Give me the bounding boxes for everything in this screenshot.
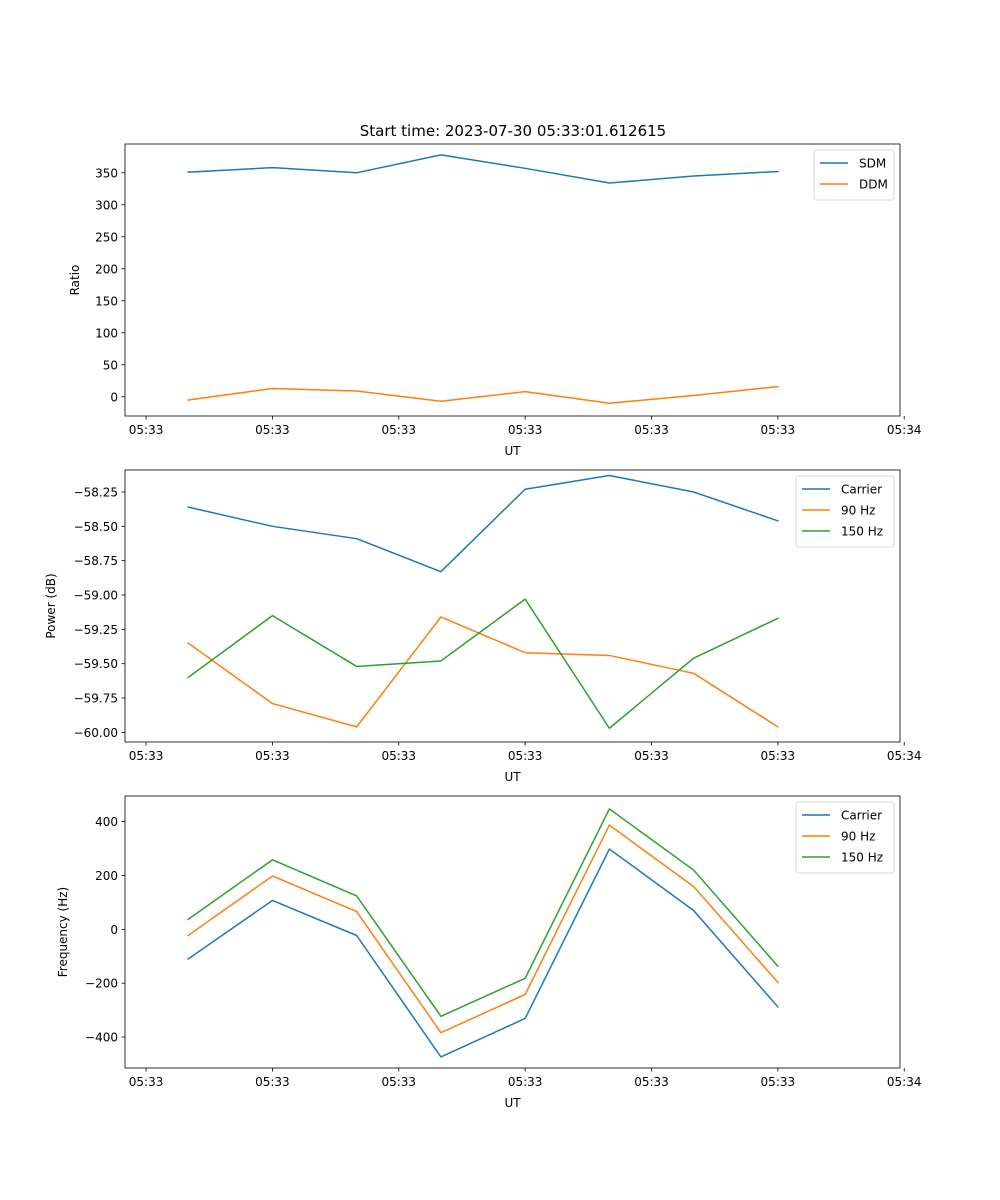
x-tick-label: 05:33: [634, 423, 669, 437]
x-tick-label: 05:33: [761, 423, 796, 437]
panel-ratio: 05:33 05:33 05:33 05:33 05:33 05:33 05:34 0 50 10…: [68, 143, 922, 458]
x-tick-label: 05:33: [129, 749, 164, 763]
x-tick-label: 05:34: [887, 423, 922, 437]
y-tick-label: 100: [95, 326, 118, 340]
legend-label-sdm: SDM: [859, 157, 886, 171]
axes-frame: [124, 469, 901, 743]
x-tick-label: 05:33: [761, 1075, 796, 1089]
series-line-90-hz: [187, 824, 779, 1034]
y-tick-label: 200: [95, 262, 118, 276]
x-tick-label: 05:33: [381, 423, 416, 437]
x-axis-label: UT: [504, 770, 521, 784]
series-line-carrier: [187, 474, 779, 573]
series-line-ddm: [187, 385, 779, 404]
series-line-90-hz: [187, 616, 779, 728]
legend-label-150-hz: 150 Hz: [841, 851, 883, 865]
series-line-sdm: [187, 154, 779, 184]
axes-frame: [124, 795, 901, 1069]
x-tick-label: 05:33: [255, 423, 290, 437]
y-tick-label: 350: [95, 166, 118, 180]
x-tick-label: 05:33: [255, 749, 290, 763]
y-axis-label: Power (dB): [44, 573, 58, 638]
x-axis-label: UT: [504, 1096, 521, 1110]
legend-label-90-hz: 90 Hz: [841, 830, 875, 844]
x-tick-label: 05:33: [508, 423, 543, 437]
series-line-150-hz: [187, 808, 779, 1018]
legend-label-ddm: DDM: [859, 178, 888, 192]
y-axis-label: Ratio: [68, 265, 82, 296]
y-tick-label: −58.25: [74, 485, 118, 499]
y-tick-label: 0: [110, 923, 118, 937]
legend-label-carrier: Carrier: [841, 483, 882, 497]
y-tick-label: −59.25: [74, 623, 118, 637]
panel-power: 05:33 05:33 05:33 05:33 05:33 05:33 05:34 −58.2…: [44, 469, 922, 784]
legend-label-150-hz: 150 Hz: [841, 525, 883, 539]
x-axis-label: UT: [504, 444, 521, 458]
y-tick-label: 50: [103, 358, 118, 372]
y-tick-label: −58.50: [74, 520, 118, 534]
y-tick-label: −400: [85, 1031, 118, 1045]
axes-frame: [124, 143, 901, 417]
legend: Carrier 90 Hz 150 Hz: [795, 801, 895, 874]
y-tick-label: −59.50: [74, 657, 118, 671]
series-line-150-hz: [187, 598, 779, 730]
x-tick-label: 05:33: [255, 1075, 290, 1089]
y-tick-label: 150: [95, 294, 118, 308]
y-tick-label: 300: [95, 198, 118, 212]
legend-label-carrier: Carrier: [841, 809, 882, 823]
legend-box: [795, 475, 895, 548]
x-tick-label: 05:33: [634, 749, 669, 763]
y-tick-label: 250: [95, 230, 118, 244]
x-tick-label: 05:34: [887, 1075, 922, 1089]
y-tick-label: −59.75: [74, 692, 118, 706]
x-tick-label: 05:34: [887, 749, 922, 763]
y-tick-label: 400: [95, 815, 118, 829]
x-tick-label: 05:33: [381, 749, 416, 763]
y-tick-label: −200: [85, 977, 118, 991]
x-tick-label: 05:33: [634, 1075, 669, 1089]
y-tick-label: 200: [95, 869, 118, 883]
legend-box: [795, 801, 895, 874]
panel-frequency: 05:33 05:33 05:33 05:33 05:33 05:33 05:34 400 20…: [56, 795, 922, 1110]
y-tick-label: 0: [110, 390, 118, 404]
y-axis-label: Frequency (Hz): [56, 887, 70, 978]
x-tick-label: 05:33: [129, 1075, 164, 1089]
legend-label-90-hz: 90 Hz: [841, 504, 875, 518]
legend: SDM DDM: [813, 149, 895, 201]
y-tick-label: −58.75: [74, 554, 118, 568]
x-tick-label: 05:33: [508, 1075, 543, 1089]
chart-title: Start time: 2023-07-30 05:33:01.612615: [360, 122, 666, 140]
x-tick-label: 05:33: [381, 1075, 416, 1089]
x-tick-label: 05:33: [508, 749, 543, 763]
series-line-carrier: [187, 848, 779, 1058]
legend: Carrier 90 Hz 150 Hz: [795, 475, 895, 548]
y-tick-label: −59.00: [74, 589, 118, 603]
x-tick-label: 05:33: [129, 423, 164, 437]
x-tick-label: 05:33: [761, 749, 796, 763]
y-tick-label: −60.00: [74, 726, 118, 740]
